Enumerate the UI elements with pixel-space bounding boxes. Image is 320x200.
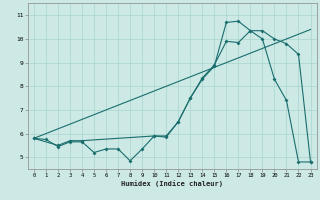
X-axis label: Humidex (Indice chaleur): Humidex (Indice chaleur) <box>121 180 223 187</box>
